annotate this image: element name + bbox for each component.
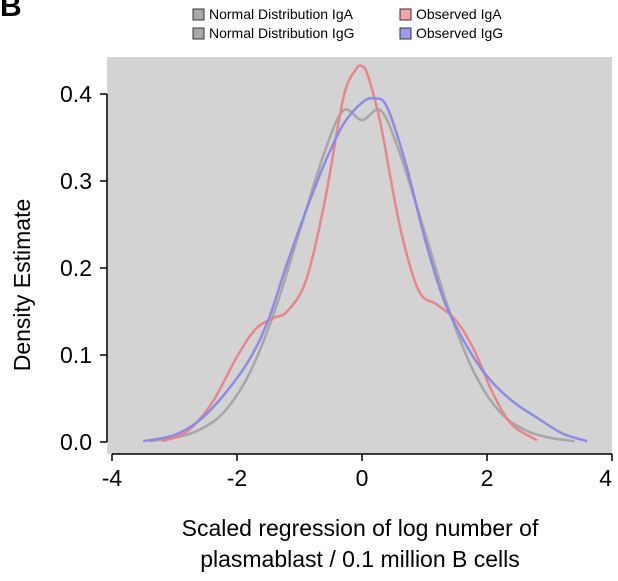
series-line-normal-distribution-igg bbox=[149, 108, 575, 443]
series-layer bbox=[143, 64, 588, 443]
legend-label-observed-iga: Observed IgA bbox=[416, 6, 502, 22]
y-tick-label: 0.3 bbox=[60, 168, 92, 194]
x-axis-title-line-2: plasmablast / 0.1 million B cells bbox=[200, 546, 520, 572]
series-line-observed-iga bbox=[161, 64, 538, 443]
y-tick-label: 0.2 bbox=[60, 255, 92, 281]
ticks-layer: 0.0 0.1 0.2 0.3 0.4 -4 -2 0 2 4 bbox=[60, 81, 613, 491]
panel-label: B bbox=[0, 0, 22, 23]
plot-area bbox=[107, 57, 612, 454]
legend-label-normal-igg: Normal Distribution IgG bbox=[209, 25, 355, 41]
x-tick-label: -4 bbox=[102, 465, 123, 491]
legend-label-observed-igg: Observed IgG bbox=[416, 25, 503, 41]
legend-swatch-observed-iga bbox=[399, 8, 412, 21]
x-tick-label: 4 bbox=[599, 465, 612, 491]
x-tick-label: -2 bbox=[227, 465, 247, 491]
legend-label-normal-iga: Normal Distribution IgA bbox=[209, 6, 354, 22]
x-axis-title-line-1: Scaled regression of log number of bbox=[182, 515, 539, 541]
legend: Normal Distribution IgA Observed IgA Nor… bbox=[192, 6, 503, 41]
y-axis-title: Density Estimate bbox=[9, 199, 35, 372]
x-tick-label: 0 bbox=[356, 465, 369, 491]
y-tick-label: 0.4 bbox=[60, 81, 92, 107]
legend-swatch-normal-iga bbox=[192, 8, 205, 21]
legend-swatch-observed-igg bbox=[399, 27, 412, 40]
x-tick-label: 2 bbox=[481, 465, 494, 491]
legend-swatch-normal-igg bbox=[192, 27, 205, 40]
y-tick-label: 0.0 bbox=[60, 429, 92, 455]
series-line-observed-igg bbox=[143, 96, 588, 443]
y-tick-label: 0.1 bbox=[60, 342, 92, 368]
